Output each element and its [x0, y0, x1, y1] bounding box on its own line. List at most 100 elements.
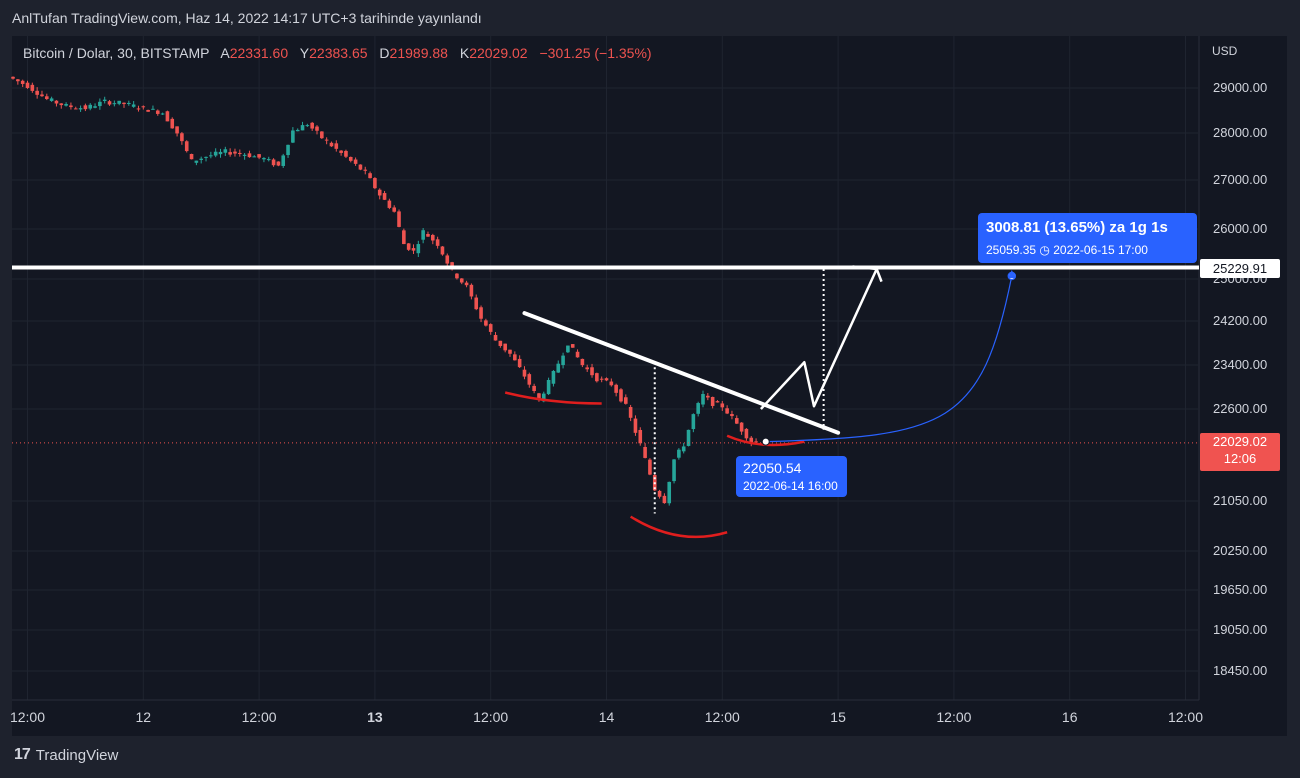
candle-body — [73, 108, 78, 110]
candle-body — [662, 495, 667, 504]
candle-body — [387, 200, 392, 208]
candle-body — [247, 153, 252, 158]
x-tick-label: 12:00 — [936, 709, 971, 725]
candle-body — [228, 152, 232, 155]
candle-body — [609, 381, 614, 386]
candle-body — [725, 408, 729, 414]
candle-body — [146, 109, 150, 112]
candle-body — [155, 110, 160, 114]
candle-body — [252, 156, 257, 158]
candle-body — [218, 151, 223, 155]
candle-body — [141, 106, 146, 108]
y-tick-label: 19050.00 — [1213, 622, 1267, 637]
candle-body — [595, 373, 599, 382]
candle-body — [78, 108, 83, 110]
candle-body — [160, 113, 165, 115]
candle-body — [334, 143, 339, 149]
candle-body — [363, 169, 368, 171]
candle-body — [614, 384, 618, 393]
candle-body — [459, 278, 464, 283]
tradingview-logo-icon: 17 — [14, 746, 31, 763]
target-callout-detail: 25059.35 ◷ 2022-06-15 17:00 — [986, 243, 1148, 257]
y-tick-label: 27000.00 — [1213, 172, 1267, 187]
candle-body — [266, 159, 271, 161]
candle-body — [175, 126, 179, 134]
projection-path — [759, 268, 878, 410]
y-tick-label: 22600.00 — [1213, 401, 1267, 416]
candle-body — [300, 125, 305, 131]
candle-body — [677, 449, 681, 458]
candle-body — [599, 378, 604, 380]
candle-body — [93, 106, 97, 108]
candle-body — [69, 105, 73, 108]
candle-body — [426, 233, 430, 237]
candle-body — [479, 307, 483, 319]
candle-body — [397, 211, 401, 227]
candle-body — [54, 100, 59, 104]
candle-body — [667, 481, 672, 504]
x-tick-label: 16 — [1062, 709, 1078, 725]
candle-body — [643, 446, 647, 458]
candle-body — [392, 207, 396, 212]
candle-body — [233, 151, 237, 154]
candle-body — [25, 82, 30, 88]
candle-body — [696, 403, 700, 414]
candle-body — [633, 418, 638, 433]
target-time: 2022-06-15 17:00 — [1053, 243, 1148, 257]
close-key: K — [459, 45, 470, 61]
candle-body — [98, 101, 102, 107]
candle-body — [701, 393, 705, 405]
candle-body — [136, 108, 141, 110]
candle-body — [585, 367, 589, 370]
open-key: A — [220, 45, 230, 61]
candle-body — [517, 358, 522, 368]
candle-body — [411, 248, 416, 251]
candle-body — [151, 108, 155, 110]
x-tick-label: 15 — [830, 709, 846, 725]
candle-body — [566, 345, 570, 353]
annotations — [12, 265, 1199, 539]
candle-body — [189, 153, 194, 160]
candle-body — [734, 418, 739, 424]
change-value: −301.25 (−1.35%) — [539, 45, 652, 61]
candle-body — [194, 160, 199, 163]
candle-body — [20, 80, 25, 84]
ohlc-legend: Bitcoin / Dolar, 30, BITSTAMP A22331.60 … — [23, 45, 660, 61]
candle-body — [209, 155, 213, 157]
candle-body — [204, 156, 208, 158]
candle-body — [493, 335, 498, 341]
candle-body — [561, 355, 565, 366]
target-callout[interactable]: 3008.81 (13.65%) za 1g 1s 25059.35 ◷ 202… — [978, 213, 1197, 263]
candle-body — [619, 389, 623, 402]
candle-body — [286, 144, 290, 156]
symbol-label: Bitcoin / Dolar, 30, BITSTAMP — [23, 45, 210, 61]
candle-body — [35, 90, 39, 95]
candle-body — [508, 349, 512, 354]
candle-body — [440, 246, 445, 255]
price-axis: USD29000.0028000.0027000.0026000.0025000… — [1198, 36, 1267, 700]
y-tick-label: 24200.00 — [1213, 313, 1267, 328]
candle-body — [276, 161, 281, 166]
forecast-target-arrow — [1007, 270, 1016, 279]
candle-body — [672, 459, 676, 482]
target-price: 25059.35 — [986, 243, 1037, 257]
candle-body — [648, 459, 652, 475]
y-tick-label: 26000.00 — [1213, 221, 1267, 236]
x-tick-label: 12:00 — [242, 709, 277, 725]
candle-body — [45, 96, 49, 99]
tradingview-brand[interactable]: 17 TradingView — [14, 746, 118, 764]
candle-body — [604, 378, 609, 381]
candle-body — [527, 374, 532, 385]
candle-body — [749, 437, 754, 443]
candle-body — [30, 84, 35, 91]
candle-body — [580, 358, 585, 366]
candle-body — [315, 126, 319, 131]
candle-body — [127, 102, 131, 104]
last-price-tag: 22029.02 12:06 — [1200, 433, 1280, 471]
origin-callout[interactable]: 22050.54 2022-06-14 16:00 — [736, 456, 847, 497]
grid — [12, 36, 1198, 700]
candle-body — [532, 385, 536, 391]
candle-body — [329, 142, 334, 147]
candle-body — [88, 104, 93, 109]
